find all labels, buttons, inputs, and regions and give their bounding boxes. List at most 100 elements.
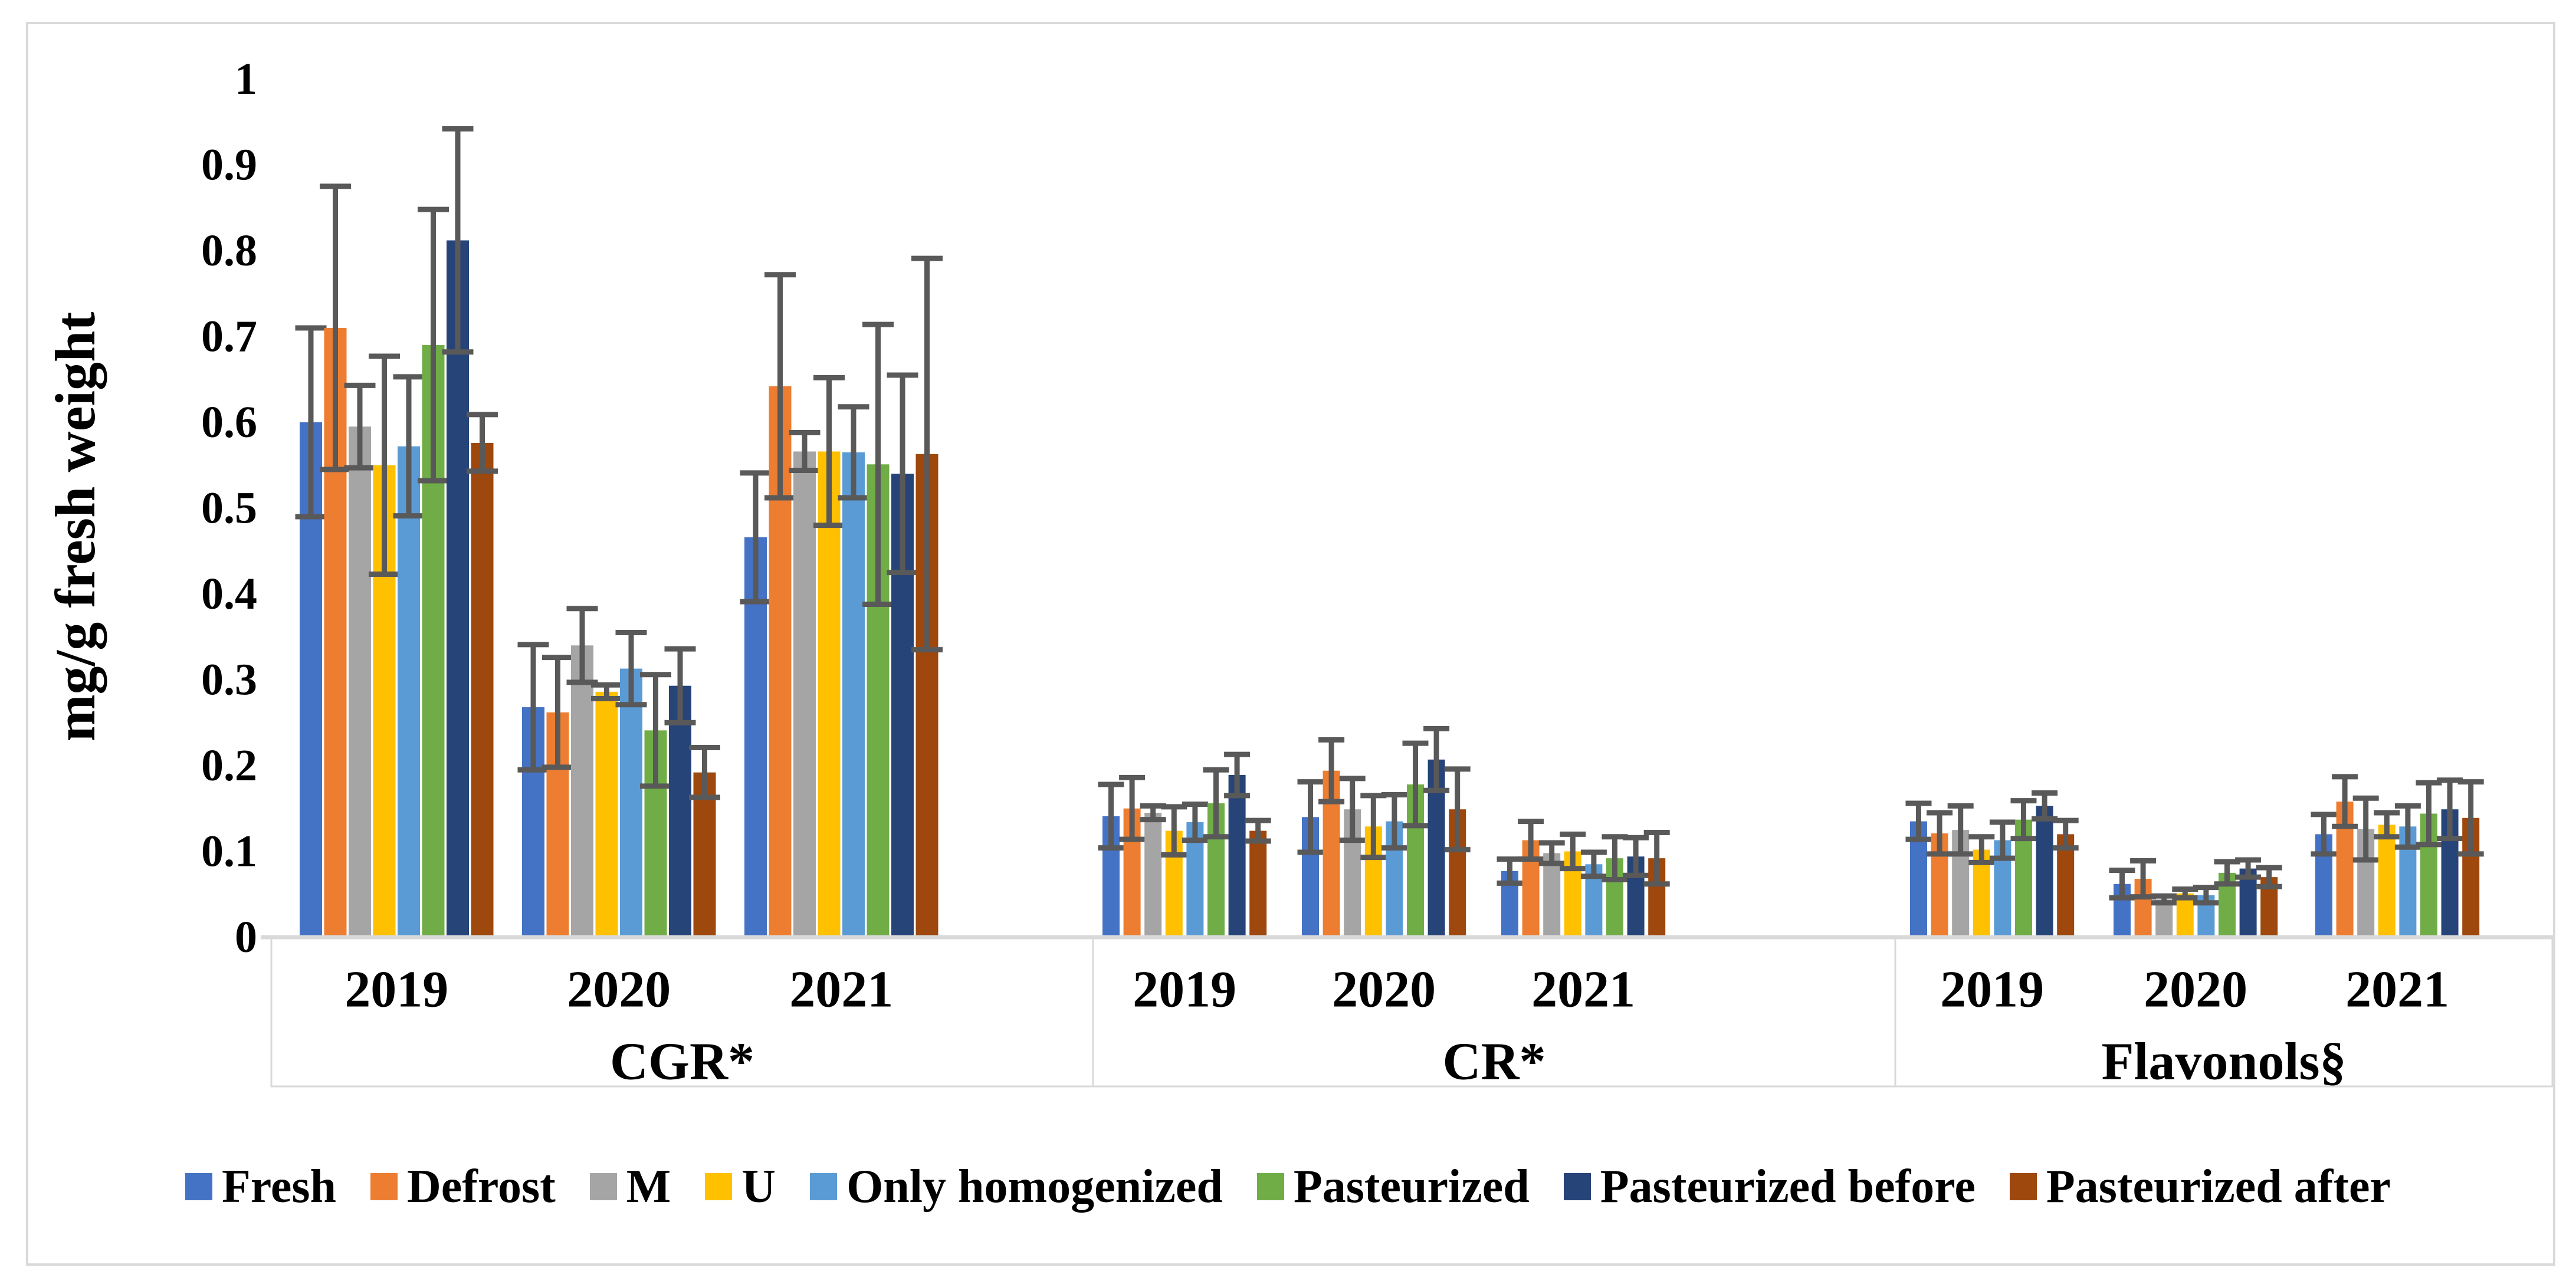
x-tick-year-label: 2020 <box>2144 961 2247 1019</box>
legend-swatch <box>589 1173 617 1200</box>
bar-u <box>2176 893 2194 937</box>
bar-u <box>818 451 841 937</box>
legend-label: Fresh <box>221 1161 336 1213</box>
axis-box <box>270 936 2554 1088</box>
legend-item-m: M <box>589 1161 671 1213</box>
error-bar <box>862 321 894 607</box>
x-tick-year-label: 2019 <box>1940 961 2044 1019</box>
error-bar <box>1203 767 1229 840</box>
error-bar <box>1119 774 1146 842</box>
error-bar <box>418 206 449 484</box>
bar-only-homogenized <box>398 446 420 937</box>
legend-label: Pasteurized after <box>2046 1161 2391 1213</box>
y-tick-label: 0.3 <box>201 655 257 705</box>
legend-item-only-homogenized: Only homogenized <box>810 1163 1223 1210</box>
bar-m <box>1144 813 1162 937</box>
error-bar <box>1381 792 1407 851</box>
x-tick-year-label: 2019 <box>344 961 448 1019</box>
x-tick-year-label: 2019 <box>1133 961 1236 1019</box>
error-bar <box>1968 834 1995 865</box>
x-tick-year-label: 2021 <box>1531 961 1635 1019</box>
legend-label: M <box>626 1161 671 1213</box>
legend-item-u: U <box>705 1163 776 1210</box>
bar-pasteurized-before <box>447 240 469 937</box>
legend-label: Defrost <box>407 1161 556 1213</box>
bar-m <box>2155 899 2173 937</box>
legend: Fresh Defrost M U Only homogenized Pasteurize… <box>0 1163 2576 1210</box>
error-bar <box>689 744 720 800</box>
error-bar <box>1098 781 1124 851</box>
legend-swatch <box>185 1173 212 1200</box>
bar-m <box>1543 853 1561 937</box>
error-bar <box>2193 885 2219 906</box>
error-bar <box>2214 859 2240 887</box>
legend-swatch <box>810 1173 838 1200</box>
error-bar <box>740 470 772 605</box>
error-bar <box>442 126 474 355</box>
error-bar <box>591 682 622 702</box>
error-bar <box>2256 865 2282 889</box>
legend-swatch <box>2009 1173 2037 1200</box>
error-bar <box>2374 810 2400 840</box>
bar-pasteurized-before <box>2239 868 2257 937</box>
error-bar <box>838 404 869 501</box>
error-bar <box>542 655 573 770</box>
legend-swatch <box>1256 1173 1284 1200</box>
legend-label: Pasteurized <box>1293 1161 1530 1213</box>
legend-label: Only homogenized <box>846 1161 1223 1213</box>
error-bar <box>1444 766 1471 853</box>
bar-pasteurized-after <box>2057 834 2075 937</box>
error-bar <box>2437 777 2463 842</box>
error-bar <box>1402 740 1429 829</box>
error-bar <box>2010 798 2037 842</box>
legend-swatch <box>705 1173 733 1200</box>
error-bar <box>1318 737 1345 804</box>
error-bar <box>1224 751 1251 799</box>
error-bar <box>764 272 796 501</box>
error-bar <box>1423 725 1450 793</box>
legend-label: U <box>741 1161 776 1213</box>
error-bar <box>1989 819 2016 861</box>
legend-item-defrost: Defrost <box>370 1163 556 1210</box>
error-bar <box>2235 857 2262 880</box>
error-bar <box>615 629 647 708</box>
error-bar <box>2416 780 2442 848</box>
legend-item-pasteurized-before: Pasteurized before <box>1563 1161 1976 1213</box>
y-tick-label: 0.1 <box>201 827 257 876</box>
bar-only-homogenized <box>620 668 642 937</box>
bar-m <box>349 426 371 937</box>
y-tick-label: 1 <box>235 54 257 104</box>
error-bar <box>911 255 943 653</box>
error-bar <box>1245 817 1271 844</box>
legend-swatch <box>1563 1173 1591 1200</box>
error-bar <box>2332 774 2358 829</box>
bar-m <box>571 645 593 937</box>
y-tick-label: 0.8 <box>201 226 257 275</box>
bar-pasteurized-before <box>669 685 691 937</box>
error-bar <box>789 429 821 473</box>
error-bar <box>2052 817 2079 851</box>
error-bar <box>295 325 327 520</box>
bar-u <box>595 691 618 937</box>
legend-item-pasteurized-after: Pasteurized after <box>2009 1161 2391 1213</box>
error-bar <box>1643 829 1670 887</box>
error-bar <box>393 374 425 519</box>
error-bar <box>1905 800 1932 842</box>
x-tick-year-label: 2021 <box>2345 961 2449 1019</box>
error-bar <box>467 412 498 474</box>
legend-swatch <box>370 1173 398 1200</box>
y-tick-label: 0 <box>235 912 257 962</box>
error-bar <box>1518 819 1544 862</box>
x-axis-group-label: CGR* <box>610 1033 754 1091</box>
error-bar <box>2352 795 2379 863</box>
error-bar <box>2311 812 2337 857</box>
error-bar <box>2130 858 2157 900</box>
legend-label: Pasteurized before <box>1600 1161 1976 1213</box>
error-bar <box>2457 779 2484 857</box>
y-tick-label: 0.5 <box>201 484 257 533</box>
y-tick-label: 0.4 <box>201 569 257 619</box>
error-bar <box>369 353 400 577</box>
bar-pasteurized-before <box>1228 775 1246 937</box>
error-bar <box>1580 849 1607 879</box>
